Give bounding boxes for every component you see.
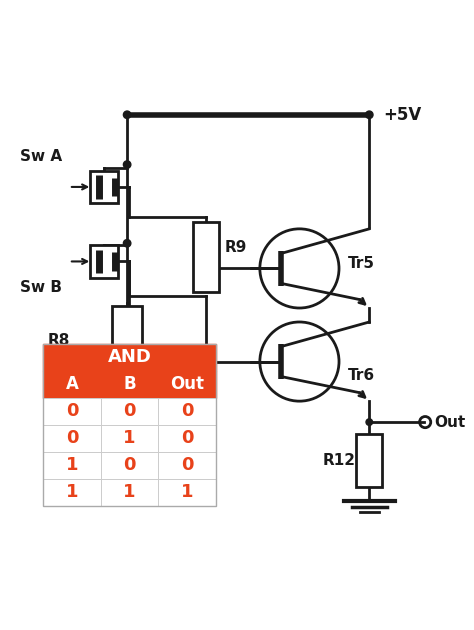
Text: A: A bbox=[65, 375, 79, 393]
Text: Tr5: Tr5 bbox=[348, 256, 375, 272]
Circle shape bbox=[365, 111, 373, 118]
Text: 0: 0 bbox=[181, 456, 193, 474]
Bar bbox=[43, 425, 216, 452]
Circle shape bbox=[113, 185, 118, 189]
Text: 1: 1 bbox=[66, 456, 78, 474]
Circle shape bbox=[123, 161, 131, 168]
Text: Out: Out bbox=[435, 415, 466, 430]
Text: 1: 1 bbox=[123, 430, 136, 447]
Text: +5V: +5V bbox=[383, 106, 421, 123]
Text: B: B bbox=[123, 375, 136, 393]
Bar bbox=[43, 452, 216, 479]
Text: R9: R9 bbox=[225, 240, 247, 255]
Text: 0: 0 bbox=[66, 430, 78, 447]
Text: Tr6: Tr6 bbox=[348, 368, 375, 383]
Bar bbox=[43, 371, 216, 398]
Text: 0: 0 bbox=[181, 430, 193, 447]
Text: Sw A: Sw A bbox=[20, 149, 62, 164]
Text: 0: 0 bbox=[123, 403, 136, 420]
Bar bbox=[112, 306, 142, 375]
Circle shape bbox=[113, 259, 118, 264]
Bar bbox=[43, 398, 216, 425]
Bar bbox=[90, 245, 118, 278]
Circle shape bbox=[366, 419, 373, 425]
Text: 0: 0 bbox=[123, 456, 136, 474]
Text: 1: 1 bbox=[181, 483, 193, 501]
Bar bbox=[90, 171, 118, 203]
Bar bbox=[193, 222, 219, 292]
Text: Out: Out bbox=[170, 375, 204, 393]
Text: 1: 1 bbox=[123, 483, 136, 501]
Text: 1: 1 bbox=[66, 483, 78, 501]
Circle shape bbox=[123, 239, 131, 247]
Circle shape bbox=[123, 111, 131, 118]
Text: R8: R8 bbox=[48, 333, 70, 348]
Text: 0: 0 bbox=[66, 403, 78, 420]
Bar bbox=[43, 479, 216, 506]
Bar bbox=[43, 344, 216, 371]
Text: 0: 0 bbox=[181, 403, 193, 420]
Text: Sw B: Sw B bbox=[20, 280, 62, 295]
Text: R12: R12 bbox=[323, 453, 356, 468]
Text: AND: AND bbox=[108, 348, 151, 367]
Bar bbox=[43, 344, 216, 506]
Bar bbox=[356, 433, 382, 487]
